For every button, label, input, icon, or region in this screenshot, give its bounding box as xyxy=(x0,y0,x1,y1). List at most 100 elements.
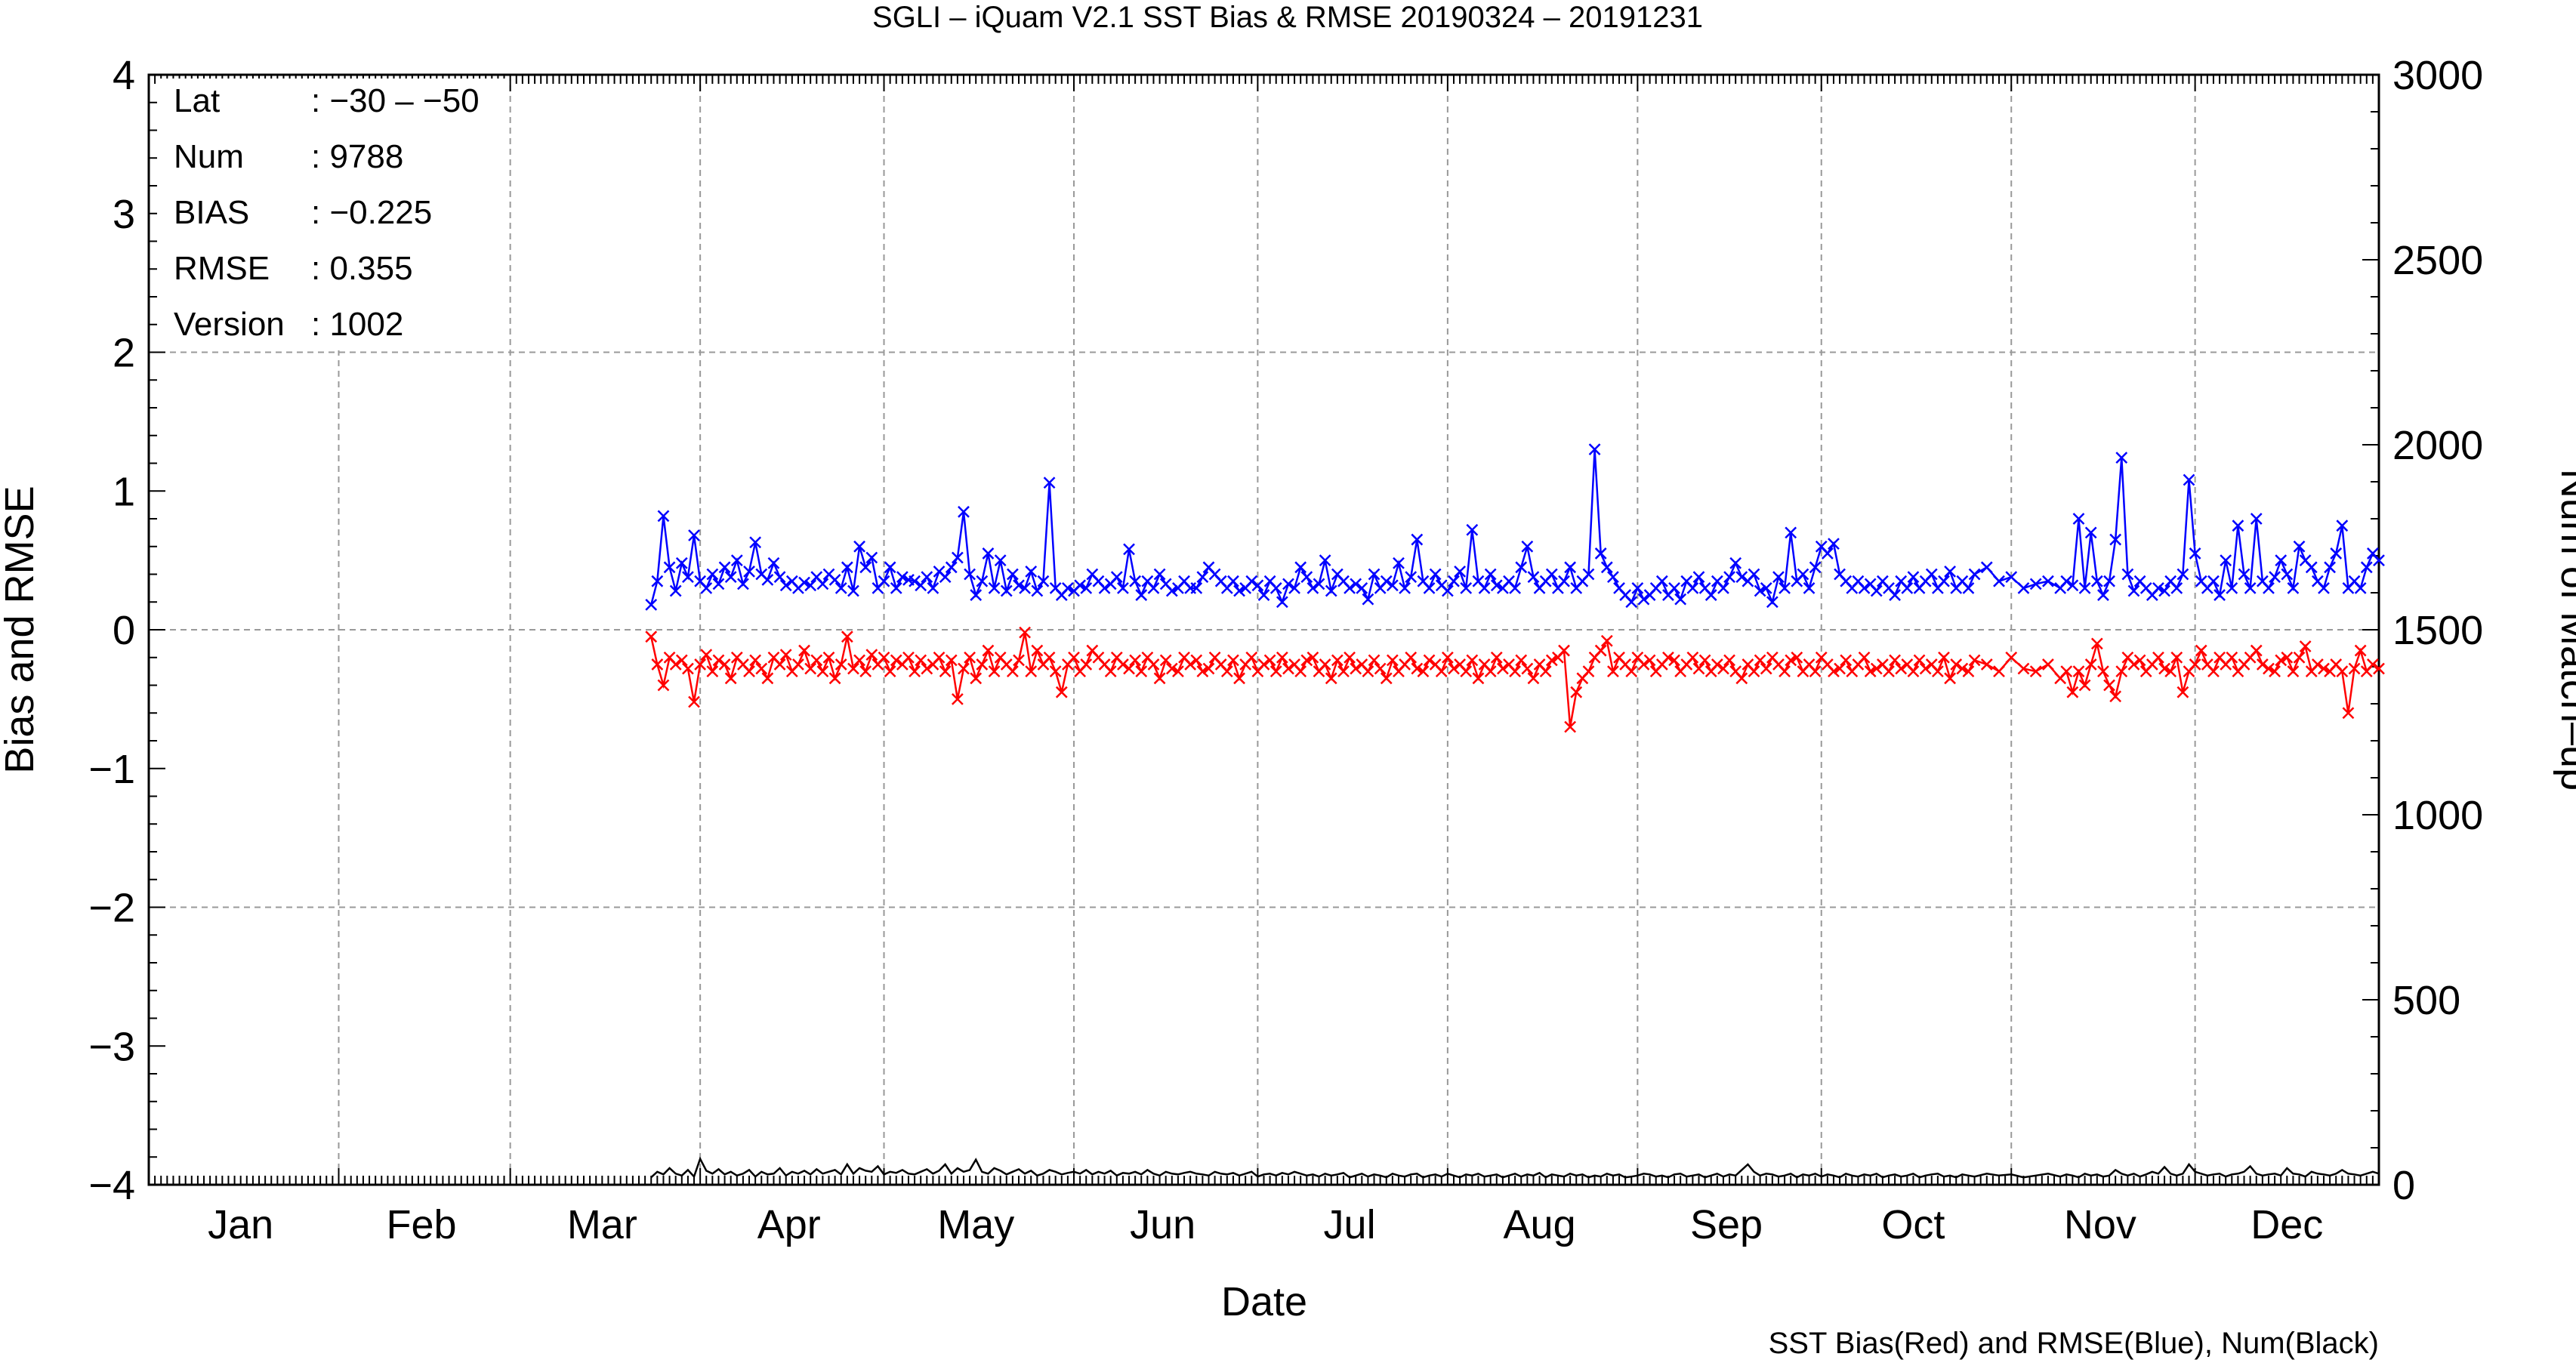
bias-point xyxy=(2250,644,2263,657)
y2-tick-label: 1000 xyxy=(2392,793,2483,838)
bias-point xyxy=(1944,672,1957,685)
bias-point xyxy=(958,662,970,675)
bias-point xyxy=(2109,690,2122,703)
month-label: Apr xyxy=(757,1202,821,1247)
bias-point xyxy=(1117,658,1129,671)
rmse-point xyxy=(1006,568,1019,581)
bias-point xyxy=(1435,665,1448,678)
rmse-point xyxy=(2115,452,2128,464)
rmse-point xyxy=(921,571,933,584)
bias-point xyxy=(1233,672,1245,685)
rmse-point xyxy=(2336,520,2349,532)
rmse-point xyxy=(1558,575,1570,587)
rmse-point xyxy=(1196,571,1209,584)
series-bias xyxy=(645,626,2385,733)
y-tick-label: −1 xyxy=(88,747,135,792)
info-label: BIAS xyxy=(174,194,249,231)
rmse-point xyxy=(2250,513,2263,525)
y-tick-label: −4 xyxy=(88,1163,135,1208)
rmse-point xyxy=(1466,523,1479,536)
rmse-point xyxy=(1294,561,1307,574)
bias-point xyxy=(1135,665,1148,678)
bias-point xyxy=(1049,665,1062,678)
bias-point xyxy=(718,658,731,671)
month-tick-labels: Jan Feb Mar Apr May Jun Jul Aug Sep Oct Nov Dec xyxy=(208,1202,2323,1247)
bias-point xyxy=(828,672,841,685)
rmse-point xyxy=(2360,561,2373,574)
chart-footnote: SST Bias(Red) and RMSE(Blue), Num(Black) xyxy=(1769,1327,2379,1360)
rmse-point xyxy=(1276,596,1288,609)
rmse-point xyxy=(1484,568,1497,581)
bias-point xyxy=(1184,658,1197,671)
y2-tick-label: 3000 xyxy=(2392,53,2483,98)
bias-point xyxy=(1490,651,1503,664)
rmse-point xyxy=(939,571,952,584)
rmse-point xyxy=(718,561,731,574)
rmse-point xyxy=(2170,581,2183,594)
bias-point xyxy=(976,658,989,671)
bias-point xyxy=(902,651,915,664)
rmse-point xyxy=(1717,581,1729,594)
rmse-point xyxy=(1797,568,1809,581)
rmse-point xyxy=(1110,571,1123,584)
rmse-point xyxy=(1344,581,1356,594)
rmse-point xyxy=(2238,568,2251,581)
bias-point xyxy=(657,679,670,692)
rmse-point xyxy=(1074,579,1087,592)
rmse-point xyxy=(1307,581,1319,594)
bias-point xyxy=(1527,672,1540,685)
bias-point xyxy=(1515,654,1528,667)
bias-point xyxy=(988,665,1001,678)
rmse-point xyxy=(945,561,958,574)
bias-point xyxy=(1325,672,1337,685)
bias-point xyxy=(1123,662,1135,675)
y-tick-label: −3 xyxy=(88,1024,135,1069)
rmse-point xyxy=(1013,579,1025,592)
bias-point xyxy=(2042,658,2054,671)
bias-point xyxy=(2367,658,2379,671)
bias-point xyxy=(1466,654,1479,667)
rmse-point xyxy=(2287,581,2300,594)
rmse-point xyxy=(773,571,786,584)
rmse-point xyxy=(2354,581,2367,594)
bias-point xyxy=(865,649,878,661)
rmse-point xyxy=(1754,584,1766,597)
rmse-point xyxy=(2103,575,2115,587)
bias-point xyxy=(1080,658,1093,671)
grid-lines xyxy=(149,75,2379,1185)
bias-point xyxy=(1539,665,1552,678)
rmse-point xyxy=(1594,547,1607,560)
month-label: Dec xyxy=(2251,1202,2323,1247)
bias-point xyxy=(951,692,964,705)
rmse-point xyxy=(1147,581,1160,594)
bias-point xyxy=(2060,665,2073,678)
rmse-point xyxy=(1025,565,1038,578)
rmse-point xyxy=(2060,575,2073,587)
bias-point xyxy=(724,672,737,685)
bias-point xyxy=(1760,662,1772,675)
bias-point xyxy=(2084,658,2097,671)
bias-point xyxy=(2164,665,2177,678)
bias-point xyxy=(1460,665,1473,678)
rmse-point xyxy=(994,554,1007,567)
bias-point xyxy=(1350,662,1362,675)
bias-point xyxy=(675,654,688,667)
bias-point xyxy=(1190,654,1203,667)
bias-point xyxy=(1919,662,1932,675)
rmse-point xyxy=(712,578,725,590)
bias-point xyxy=(1625,665,1638,678)
left-axis-tick-labels: 4 3 2 1 0 −1 −2 −3 −4 xyxy=(88,53,135,1208)
bias-point xyxy=(1545,654,1558,667)
bias-point xyxy=(2170,651,2183,664)
bias-point xyxy=(816,665,829,678)
bias-point xyxy=(1013,654,1025,667)
bias-point xyxy=(1276,651,1288,664)
bias-point xyxy=(1159,654,1172,667)
rmse-point xyxy=(645,599,658,611)
bias-point xyxy=(1380,672,1393,685)
bias-point xyxy=(1068,651,1080,664)
bias-point xyxy=(1870,662,1883,675)
rmse-point xyxy=(1925,568,1938,581)
bias-point xyxy=(1227,654,1239,667)
rmse-point xyxy=(1000,584,1013,597)
